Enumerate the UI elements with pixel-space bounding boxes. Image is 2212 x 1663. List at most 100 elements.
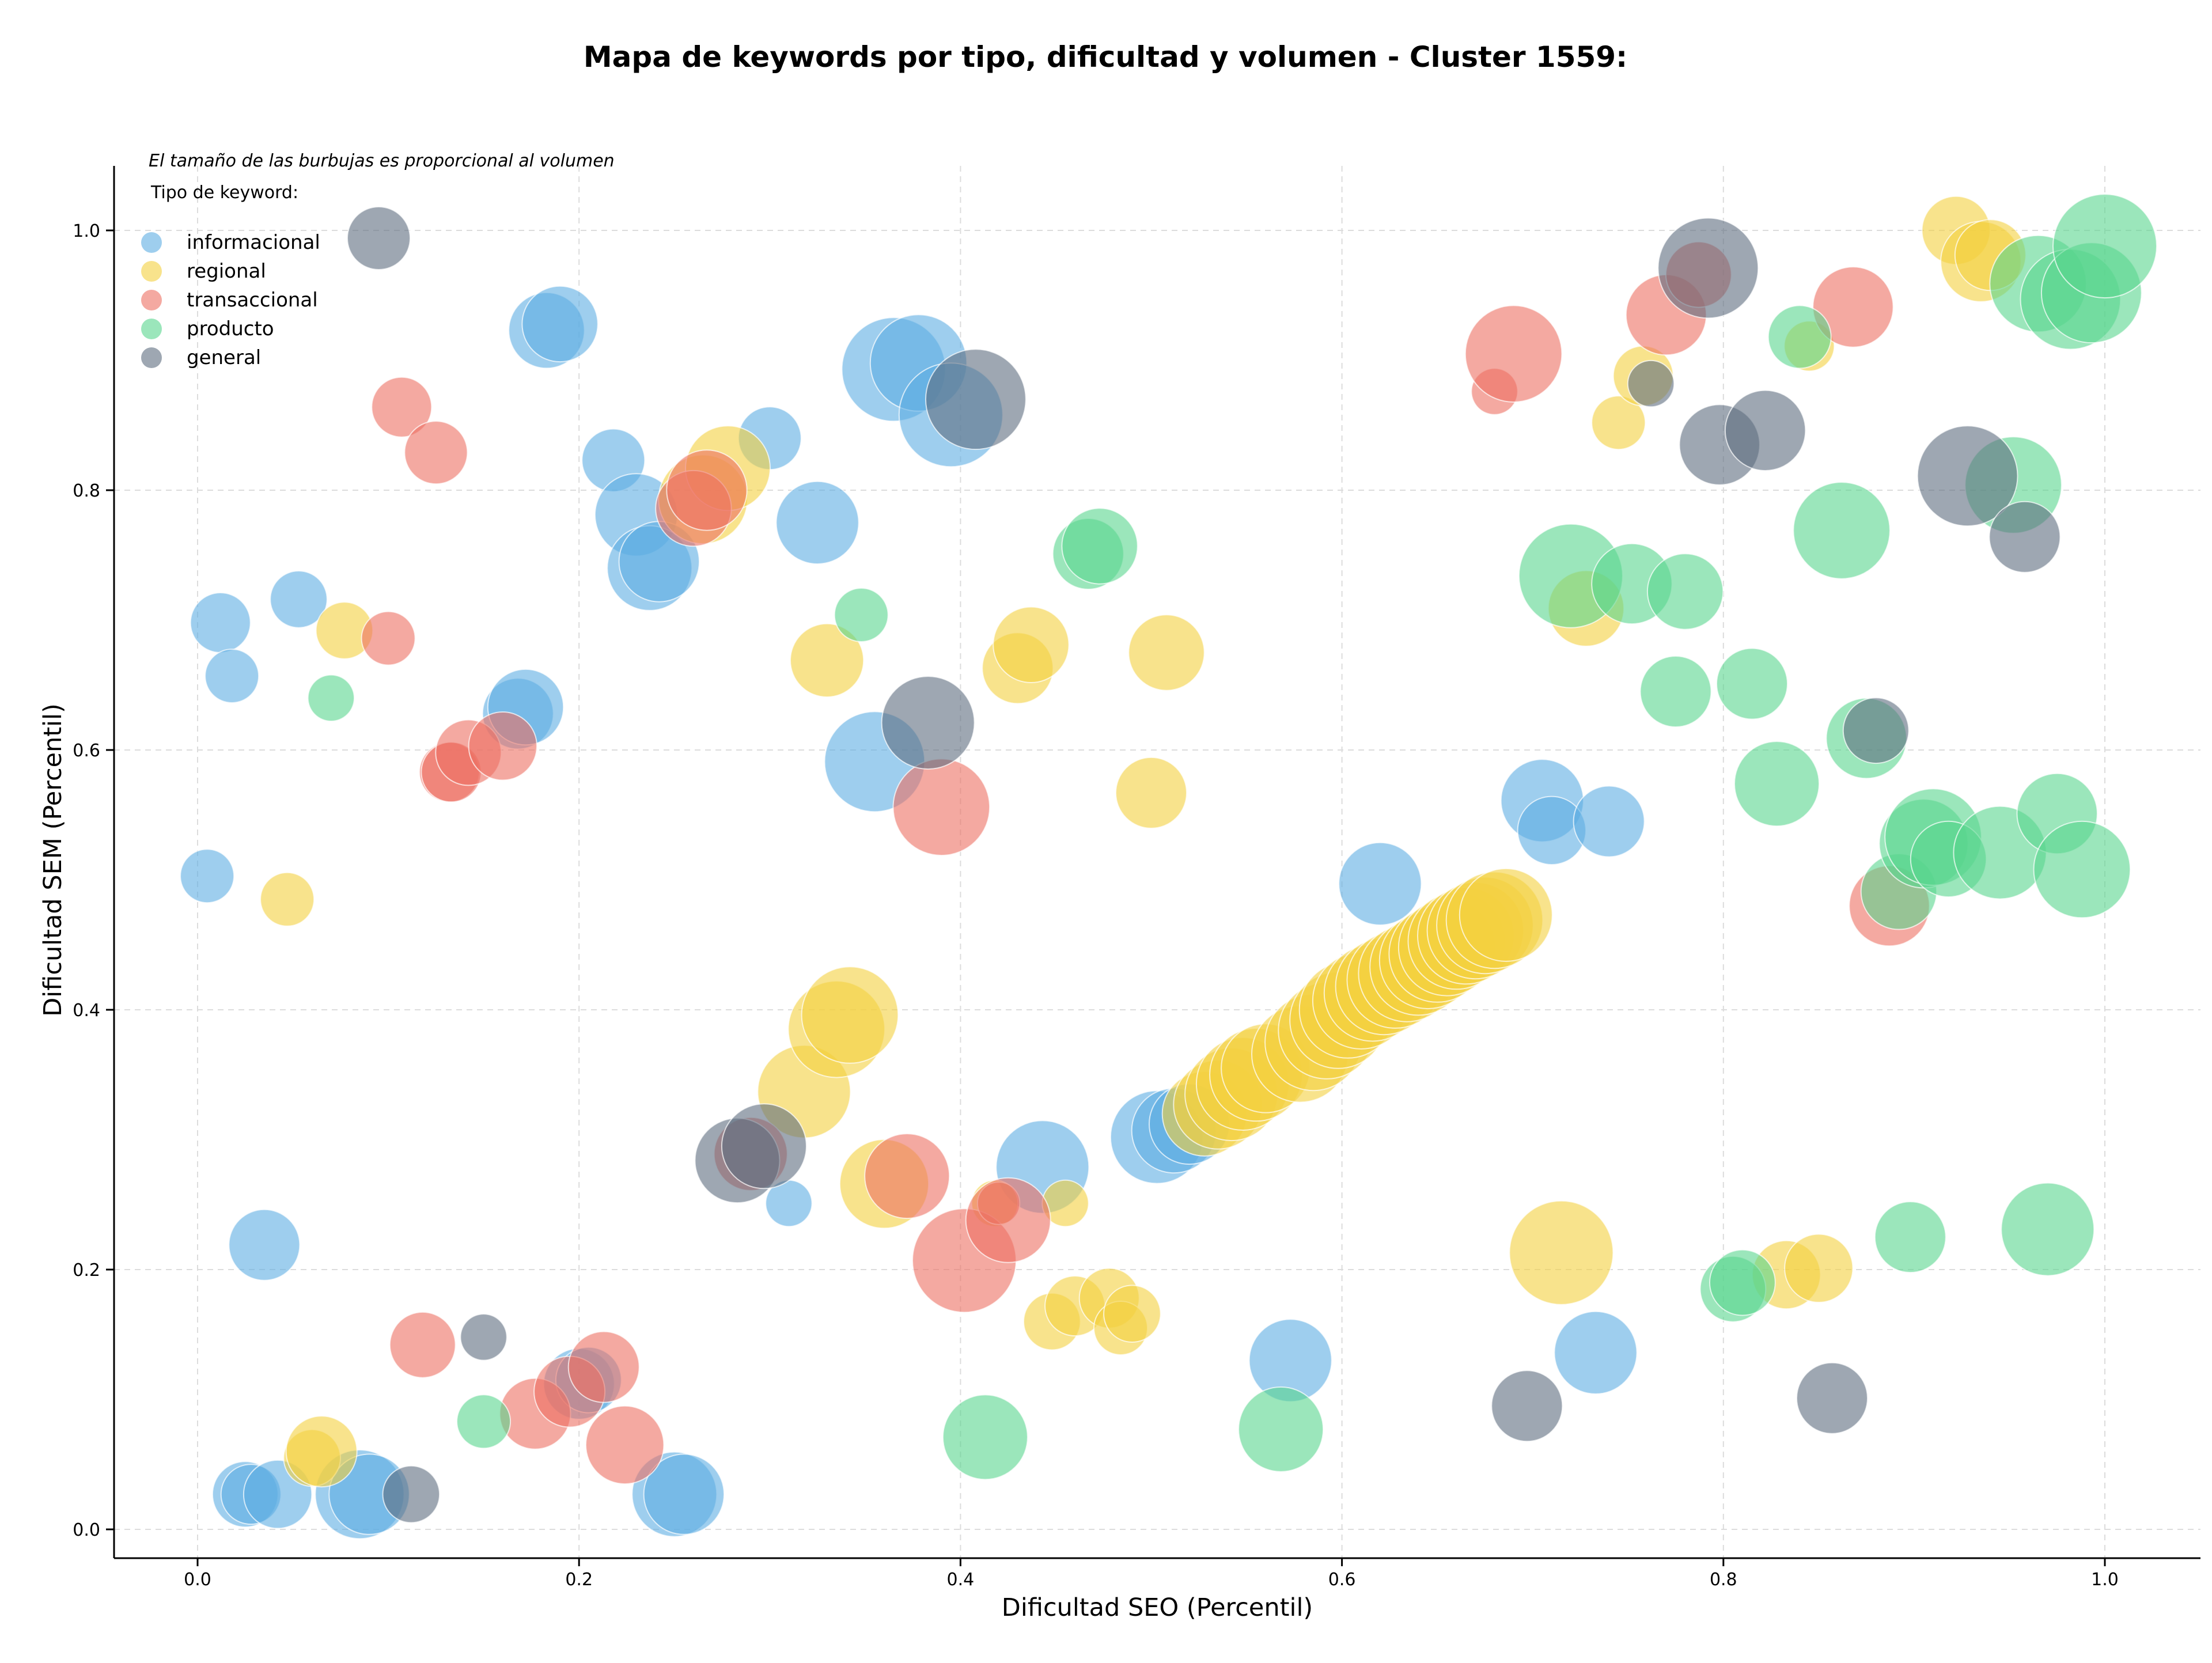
bubble-transaccional — [567, 1331, 640, 1403]
bubble-general — [1724, 389, 1806, 471]
bubble-transaccional — [404, 421, 468, 485]
bubble-general — [1988, 501, 2061, 573]
bubble-informacional — [204, 649, 260, 703]
bubble-producto — [942, 1394, 1028, 1480]
bubble-producto — [307, 674, 355, 722]
bubble-transaccional — [965, 1177, 1051, 1263]
bubble-informacional — [1554, 1310, 1638, 1395]
bubble-informacional — [775, 480, 859, 565]
legend-label: transaccional — [187, 289, 318, 312]
bubble-informacional — [521, 285, 599, 363]
legend-label: general — [187, 346, 261, 369]
bubble-informacional — [270, 570, 328, 628]
bubble-producto — [2033, 820, 2131, 919]
legend-marker — [141, 319, 162, 339]
bubble-general — [881, 676, 975, 770]
bubble-general — [382, 1465, 441, 1524]
bubble-regional — [790, 623, 865, 698]
bubble-producto — [2052, 194, 2157, 299]
y-tick-label: 0.6 — [73, 741, 100, 761]
y-tick-label: 0.4 — [73, 1001, 100, 1021]
legend-label: regional — [187, 260, 266, 283]
bubble-regional — [993, 606, 1070, 684]
bubble-producto — [1874, 1201, 1946, 1274]
legend-marker — [141, 261, 162, 282]
series-transaccional — [361, 241, 1930, 1485]
bubbles — [180, 194, 2157, 1540]
y-tick-label: 1.0 — [73, 221, 100, 241]
bubble-transaccional — [1812, 266, 1894, 348]
bubble-regional — [1103, 1285, 1161, 1343]
bubble-regional — [260, 872, 315, 927]
bubble-general — [721, 1103, 807, 1190]
bubble-general — [347, 206, 411, 270]
bubble-general — [460, 1313, 507, 1361]
bubble-regional — [1509, 1200, 1614, 1305]
bubble-producto — [1238, 1386, 1324, 1472]
x-tick-label: 0.8 — [1710, 1570, 1737, 1590]
y-tick-label: 0.8 — [73, 481, 100, 501]
bubble-producto — [1767, 305, 1832, 369]
x-tick-label: 1.0 — [2091, 1570, 2119, 1590]
bubble-regional — [801, 966, 899, 1064]
bubble-informacional — [228, 1209, 301, 1281]
bubble-transaccional — [892, 758, 991, 856]
legend-item-informacional: informacional — [141, 231, 320, 254]
bubble-regional — [1591, 395, 1646, 450]
bubble-producto — [1061, 507, 1138, 585]
bubble-transaccional — [1464, 305, 1563, 403]
bubble-general — [1842, 697, 1910, 764]
legend-items: informacional regional transaccional produc… — [141, 231, 320, 369]
bubble-general — [1657, 217, 1759, 319]
legend-marker — [141, 347, 162, 368]
bubble-transaccional — [361, 611, 416, 666]
bubble-informacional — [180, 848, 235, 904]
legend-item-regional: regional — [141, 260, 266, 283]
bubble-general — [925, 348, 1027, 450]
series-general — [347, 206, 2061, 1524]
bubble-informacional — [1338, 842, 1422, 926]
y-tick-label: 0.2 — [73, 1260, 100, 1281]
chart-title: Mapa de keywords por tipo, dificultad y … — [584, 40, 1627, 74]
bubble-regional — [1128, 614, 1205, 691]
bubble-producto — [456, 1394, 512, 1449]
bubble-producto — [1716, 647, 1788, 720]
bubble-producto — [2001, 1182, 2095, 1276]
bubble-regional — [1459, 868, 1553, 962]
x-axis-label: Dificultad SEO (Percentil) — [1002, 1593, 1313, 1622]
legend-item-transaccional: transaccional — [141, 289, 318, 312]
bubble-producto — [1646, 553, 1724, 630]
bubble-transaccional — [371, 376, 433, 438]
y-tick-label: 0.0 — [73, 1520, 100, 1540]
legend-marker — [141, 232, 162, 253]
bubble-general — [1491, 1370, 1563, 1442]
bubble-transaccional — [666, 449, 748, 531]
bubble-producto — [1734, 741, 1820, 827]
legend: El tamaño de las burbujas es proporciona… — [141, 151, 615, 369]
bubble-transaccional — [864, 1133, 950, 1219]
bubble-transaccional — [585, 1405, 665, 1485]
bubble-informacional — [643, 1453, 725, 1535]
series-producto — [307, 194, 2157, 1480]
x-tick-label: 0.2 — [565, 1570, 593, 1590]
x-tick-label: 0.4 — [947, 1570, 975, 1590]
axes — [113, 166, 2200, 1559]
legend-item-general: general — [141, 346, 261, 369]
bubble-producto — [1639, 656, 1712, 728]
ticks: 0.0 0.2 0.4 0.6 0.8 1.0 0.0 0.2 0.4 0.6 0.8 1.0 — [73, 221, 2119, 1590]
bubble-producto — [1793, 482, 1891, 579]
bubble-general — [1916, 425, 2018, 527]
legend-label: producto — [187, 317, 274, 340]
bubble-transaccional — [389, 1311, 456, 1378]
bubble-regional — [1784, 1233, 1854, 1303]
bubble-general — [1627, 359, 1675, 408]
size-annotation: El tamaño de las burbujas es proporciona… — [149, 151, 615, 171]
bubble-producto — [834, 588, 889, 642]
bubble-transaccional — [468, 711, 537, 781]
legend-title: Tipo de keyword: — [150, 183, 298, 203]
legend-marker — [141, 290, 162, 310]
bubble-informacional — [190, 592, 251, 653]
